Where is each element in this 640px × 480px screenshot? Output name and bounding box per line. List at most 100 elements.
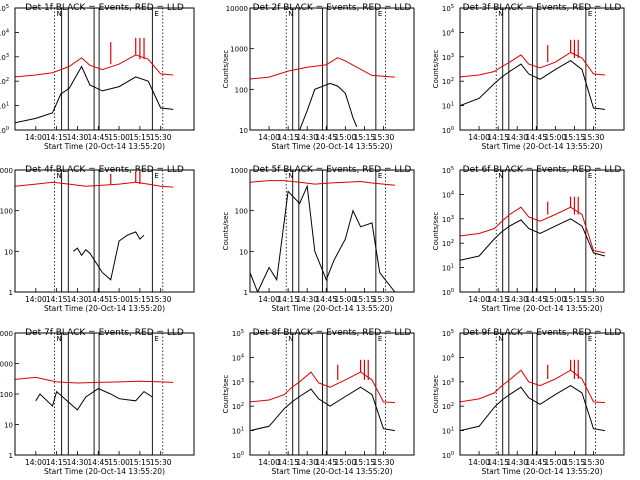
x-tick-label: 15:00: [335, 458, 357, 467]
x-tick-label: 15:15: [564, 133, 586, 142]
y-tick-label: 101: [442, 264, 454, 273]
y-tick-label: 10: [4, 248, 13, 256]
series-events: [250, 184, 396, 292]
plot-area: [250, 57, 395, 130]
x-tick-label: 14:15: [487, 458, 509, 467]
y-tick-label: 1: [9, 289, 13, 297]
x-tick-label: 14:00: [258, 295, 280, 304]
plot-area: [460, 39, 605, 110]
y-axis-label: Counts/sec: [432, 375, 440, 414]
x-tick-label: 15:00: [108, 295, 130, 304]
panel-frame: [14, 169, 195, 293]
plot-area: [15, 376, 174, 411]
x-tick-label: 15:30: [373, 133, 395, 142]
x-tick-label: 15:30: [583, 295, 605, 304]
x-tick-label: 15:30: [583, 133, 605, 142]
x-tick-label: 14:15: [487, 133, 509, 142]
series-events: [250, 386, 395, 432]
panel-frame: [459, 7, 625, 131]
marker-label: N: [288, 335, 293, 343]
y-tick-label: 102: [442, 77, 454, 86]
x-tick-label: 14:45: [315, 133, 337, 142]
y-tick-label: 101: [442, 427, 454, 436]
y-tick-label: 105: [232, 329, 244, 338]
x-tick-label: 14:30: [506, 295, 528, 304]
x-tick-label: 15:15: [564, 295, 586, 304]
x-tick-label: 14:30: [506, 133, 528, 142]
plot-area: [15, 37, 174, 124]
x-tick-label: 15:30: [373, 295, 395, 304]
x-tick-label: 14:00: [258, 458, 280, 467]
y-tick-label: 1000: [230, 46, 248, 54]
x-tick-label: 14:15: [46, 133, 68, 142]
plot-area: [460, 196, 606, 261]
marker-label: E: [378, 10, 382, 18]
x-tick-label: 14:30: [67, 295, 89, 304]
y-tick-label: 100: [0, 391, 13, 399]
y-tick-label: 105: [442, 329, 454, 338]
y-tick-label: 102: [442, 239, 454, 248]
panel-frame: [14, 332, 195, 456]
x-tick-label: 14:00: [25, 133, 47, 142]
panel-det-7f: Det 7f BLACK = Events, RED = LLDNE100001…: [0, 328, 195, 476]
series-events: [460, 385, 605, 432]
x-tick-label: 15:30: [373, 458, 395, 467]
x-tick-label: 15:00: [545, 458, 567, 467]
x-tick-label: 15:30: [583, 458, 605, 467]
series-lld: [460, 51, 605, 78]
y-tick-label: 10: [239, 248, 248, 256]
x-axis-label: Start Time (20-Oct-14 13:55:20): [271, 467, 392, 476]
x-axis-label: Start Time (20-Oct-14 13:55:20): [44, 304, 165, 313]
y-tick-label: 10000: [226, 5, 248, 13]
series-lld: [15, 54, 174, 78]
plot-area: [250, 359, 395, 432]
y-tick-label: 103: [0, 53, 9, 62]
marker-label: E: [154, 10, 158, 18]
y-tick-label: 104: [232, 353, 244, 362]
series-events: [460, 218, 606, 261]
x-axis-label: Start Time (20-Oct-14 13:55:20): [44, 467, 165, 476]
y-tick-label: 10: [239, 127, 248, 135]
y-tick-label: 101: [442, 102, 454, 111]
series-lld: [15, 181, 174, 188]
series-events: [299, 82, 358, 130]
y-tick-label: 1: [9, 452, 13, 460]
marker-label: E: [588, 10, 592, 18]
y-tick-label: 102: [232, 402, 244, 411]
y-tick-label: 100: [442, 126, 454, 135]
x-tick-label: 14:00: [25, 458, 47, 467]
y-tick-label: 1: [244, 289, 248, 297]
series-events: [72, 231, 145, 281]
x-tick-label: 15:30: [150, 133, 172, 142]
plot-area: [250, 180, 396, 292]
y-tick-label: 100: [235, 86, 248, 94]
y-tick-label: 102: [442, 402, 454, 411]
series-lld: [460, 206, 606, 254]
marker-label: N: [57, 335, 62, 343]
y-tick-label: 103: [232, 378, 244, 387]
panel-frame: [249, 169, 415, 293]
x-tick-label: 14:00: [468, 295, 490, 304]
marker-label: E: [588, 172, 592, 180]
x-tick-label: 15:15: [354, 133, 376, 142]
y-axis-label: Counts/sec: [222, 212, 230, 251]
x-tick-label: 15:15: [354, 295, 376, 304]
marker-label: N: [288, 172, 293, 180]
x-tick-label: 15:00: [108, 133, 130, 142]
series-lld: [15, 376, 174, 384]
marker-label: N: [498, 10, 503, 18]
marker-label: N: [288, 10, 293, 18]
y-tick-label: 1000: [0, 361, 13, 369]
series-lld: [250, 371, 395, 404]
y-tick-label: 100: [442, 451, 454, 460]
x-tick-label: 15:15: [354, 458, 376, 467]
y-tick-label: 104: [0, 28, 9, 37]
marker-label: E: [378, 172, 382, 180]
x-tick-label: 14:15: [46, 458, 68, 467]
y-tick-label: 10: [4, 422, 13, 430]
y-tick-label: 102: [0, 77, 9, 86]
x-axis-label: Start Time (20-Oct-14 13:55:20): [481, 304, 602, 313]
y-axis-label: Counts/sec: [432, 212, 440, 251]
